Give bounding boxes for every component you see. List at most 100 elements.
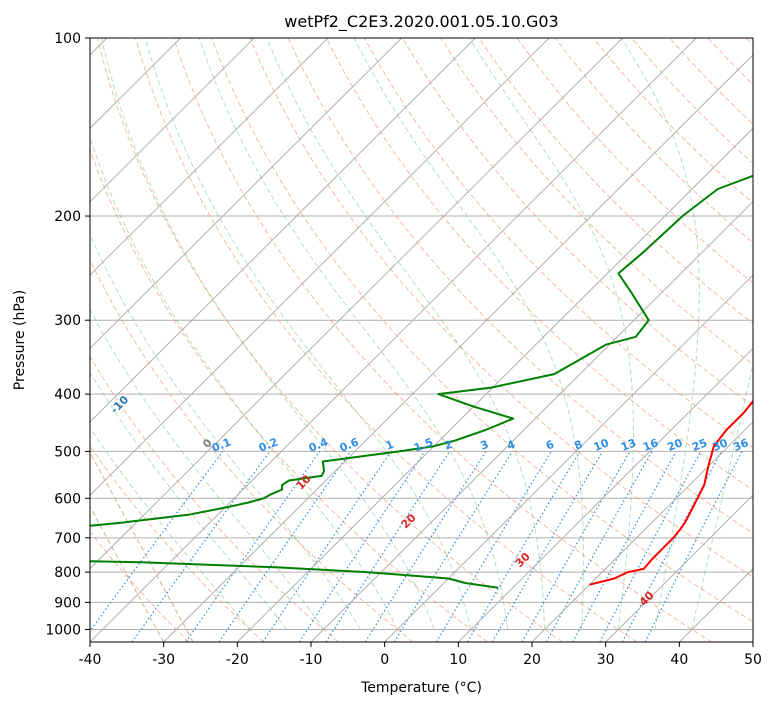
- mixing-ratio-line: [572, 451, 677, 642]
- dry-adiabat-label: -10: [108, 393, 131, 416]
- moist-adiabat: [691, 361, 753, 630]
- mixing-ratio-label: 0.6: [338, 435, 361, 454]
- isotherm-line: [384, 274, 753, 642]
- isotherm-line: [90, 38, 329, 276]
- dry-adiabat: [173, 38, 712, 642]
- dry-adiabat-label: -20: [28, 354, 51, 377]
- profile-series: [90, 174, 753, 589]
- x-tick-label: 30: [597, 652, 615, 668]
- moist-adiabat: [144, 38, 472, 630]
- moist-adiabat: [90, 308, 325, 630]
- mixing-ratio-label: 10: [592, 436, 611, 454]
- isotherm-line: [752, 641, 753, 642]
- x-tick-label: -20: [226, 652, 249, 668]
- mixing-ratio-line: [325, 451, 451, 642]
- plot-area: 0.10.20.40.611.52346810131620253036-100-…: [28, 38, 753, 642]
- dry-adiabat: [516, 38, 753, 284]
- dry-adiabat: [478, 38, 753, 325]
- x-tick-label: 40: [670, 652, 688, 668]
- x-tick-label: 10: [449, 652, 467, 668]
- mixing-ratio-line: [298, 451, 426, 642]
- mixing-ratio-label: 1: [384, 438, 396, 453]
- y-tick-label: 400: [54, 387, 81, 403]
- dry-adiabat: [90, 445, 264, 642]
- mixing-ratio-label: 0.2: [257, 435, 280, 454]
- moist-adiabat: [469, 38, 634, 630]
- dry-adiabat-label: 30: [513, 550, 533, 570]
- isotherm-line: [90, 38, 623, 570]
- moist-adiabat: [198, 38, 509, 630]
- moist-adiabat: [90, 371, 288, 630]
- mixing-ratio-line: [599, 451, 702, 642]
- dewpoint-profile-line: [90, 174, 753, 589]
- isotherm-line: [605, 494, 753, 642]
- dry-adiabat: [402, 38, 753, 407]
- mixing-ratio-line: [435, 451, 552, 642]
- mixing-ratio-lines: [90, 451, 743, 642]
- isotherm-line: [90, 38, 402, 350]
- moist-adiabats: [90, 38, 753, 642]
- x-tick-label: 0: [380, 652, 389, 668]
- y-axis: 100 200 300 400 500 600 700 800 900 1000: [45, 31, 90, 638]
- mixing-ratio-line: [393, 451, 513, 642]
- isotherm-line: [90, 38, 697, 642]
- y-tick-label: 500: [54, 444, 81, 460]
- dry-adiabat: [134, 38, 638, 642]
- dry-adiabat-label: 40: [637, 589, 657, 609]
- isobar-grid: [90, 38, 753, 630]
- moist-adiabat: [100, 38, 435, 630]
- dry-adiabat: [440, 38, 753, 366]
- mixing-ratio-label: 1.5: [412, 435, 435, 454]
- moist-adiabat: [620, 38, 700, 630]
- dry-adiabat: [669, 38, 753, 125]
- dry-adiabat: [554, 38, 753, 244]
- dry-adiabat: [745, 38, 753, 46]
- isotherm-line: [90, 38, 550, 496]
- dry-adiabat: [363, 38, 753, 449]
- dry-adiabat: [90, 531, 190, 642]
- isotherm-line: [531, 421, 753, 642]
- x-axis-title: Temperature (°C): [360, 680, 482, 696]
- x-tick-label: -40: [79, 652, 102, 668]
- mixing-ratio-label: 16: [641, 436, 660, 454]
- mixing-ratio-label: 8: [573, 438, 585, 453]
- mixing-ratio-line: [521, 451, 631, 642]
- y-tick-label: 200: [54, 209, 81, 225]
- dry-adiabat: [90, 258, 414, 642]
- y-tick-label: 600: [54, 491, 81, 507]
- moist-adiabat: [90, 233, 361, 630]
- moist-adiabat: [353, 38, 584, 630]
- y-tick-label: 100: [54, 31, 81, 47]
- isotherm-line: [163, 54, 753, 642]
- moist-adiabat: [90, 136, 398, 630]
- dry-adiabat: [325, 38, 753, 491]
- y-tick-label: 800: [54, 565, 81, 581]
- reference-curve: [90, 451, 194, 642]
- dry-adiabat: [249, 38, 753, 578]
- mixing-ratio-label: 30: [711, 436, 730, 454]
- dry-adiabat: [96, 38, 563, 642]
- plot-frame: [89, 37, 754, 643]
- dry-adiabat: [90, 355, 339, 642]
- mixing-ratio-line: [185, 451, 321, 642]
- y-tick-label: 700: [54, 531, 81, 547]
- mixing-ratio-line: [262, 451, 392, 642]
- isotherm-line: [90, 38, 255, 203]
- mixing-ratio-line: [545, 451, 653, 642]
- isotherm-line: [310, 200, 753, 642]
- mixing-ratio-line: [466, 451, 581, 642]
- mixing-ratio-label: 2: [442, 438, 454, 453]
- x-tick-label: 50: [744, 652, 762, 668]
- mixing-ratio-label: 13: [619, 436, 638, 454]
- temperature-profile-line: [589, 399, 753, 586]
- dry-adiabat: [90, 148, 488, 642]
- moist-adiabat: [266, 38, 546, 630]
- dry-adiabat: [707, 38, 753, 86]
- y-tick-label: 900: [54, 595, 81, 611]
- mixing-ratio-line: [90, 451, 224, 632]
- x-tick-label: -30: [152, 652, 175, 668]
- isotherm-line: [678, 567, 753, 642]
- mixing-ratio-label: 6: [544, 438, 556, 453]
- y-axis-title: Pressure (hPa): [12, 290, 28, 390]
